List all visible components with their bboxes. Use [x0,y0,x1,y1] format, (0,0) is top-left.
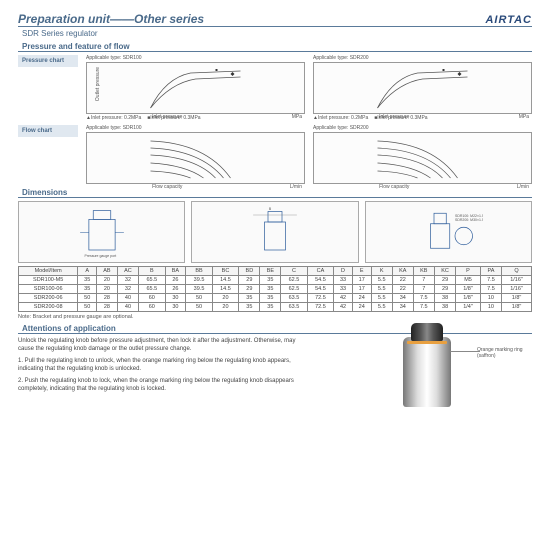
table-header: BA [165,267,186,276]
chart-applicable: Applicable type: SDR200 [313,55,532,61]
table-header: P [456,267,481,276]
sidelabel-flow: Flow chart [18,125,78,137]
table-header: BD [239,267,260,276]
table-header: BB [186,267,212,276]
svg-text:SDR200: M30×1.5: SDR200: M30×1.5 [455,218,483,222]
section-pressure-flow: Pressure and feature of flow [18,42,532,52]
table-header: E [352,267,371,276]
svg-text:Pressure gauge port: Pressure gauge port [84,254,116,258]
table-row: SDR200-0850284060305020353563.572.542245… [19,303,532,312]
svg-text:SDR100: M22×1.5: SDR100: M22×1.5 [455,213,483,217]
table-header: BC [212,267,238,276]
section-attentions: Attentions of application [18,324,532,334]
flow-chart-sdr200: Applicable type: SDR200 Flow capacity L/… [313,125,532,184]
table-header: K [371,267,392,276]
dimension-drawings: Pressure gauge port B SDR100: M22×1.5SDR… [18,201,532,263]
svg-text:B: B [269,206,272,210]
table-header: AC [117,267,138,276]
brand-logo: AIRTAC [485,14,532,26]
flow-chart-sdr100: Applicable type: SDR100 Flow capacity L/… [86,125,305,184]
table-note: Note: Bracket and pressure gauge are opt… [18,314,532,320]
chart-applicable: Applicable type: SDR100 [86,55,305,61]
table-header: D [334,267,353,276]
pressure-chart-sdr200: Applicable type: SDR200 Inlet pressure M… [313,55,532,121]
table-row: SDR100-0635203265.52639.514.5293562.554.… [19,285,532,294]
section-dimensions: Dimensions [18,188,532,198]
table-header: AB [97,267,118,276]
chart-legend: ▲Inlet pressure: 0.2MPa■Inlet pressure: … [313,115,532,121]
dimensions-table: Model/ItemAABACBBABBBCBDBECCADEKKAKBKCPP… [18,266,532,312]
table-header: CA [307,267,333,276]
page-header: Preparation unit——Other series AIRTAC [18,12,532,27]
regulator-image: Orange marking ring (saffron) [322,337,532,422]
table-header: B [139,267,165,276]
table-header: KA [392,267,413,276]
attention-text: Unlock the regulating knob before pressu… [18,337,312,422]
chart-legend: ▲Inlet pressure: 0.2MPa■Inlet pressure: … [86,115,305,121]
callout-label: Orange marking ring (saffron) [477,347,532,359]
sidelabel-pressure: Pressure chart [18,55,78,67]
pressure-chart-sdr100: Applicable type: SDR100 Outlet pressure … [86,55,305,121]
table-header: KC [434,267,455,276]
page-title: Preparation unit——Other series [18,12,204,26]
table-header: A [78,267,97,276]
table-row: SDR200-0650284060305020353563.572.542245… [19,294,532,303]
table-header: Model/Item [19,267,78,276]
table-header: PA [480,267,501,276]
table-header: BE [260,267,281,276]
table-row: SDR100-M535203265.52639.514.5293562.554.… [19,276,532,285]
table-header: Q [502,267,532,276]
table-header: C [281,267,307,276]
page-subtitle: SDR Series regulator [18,29,532,38]
table-header: KB [413,267,434,276]
